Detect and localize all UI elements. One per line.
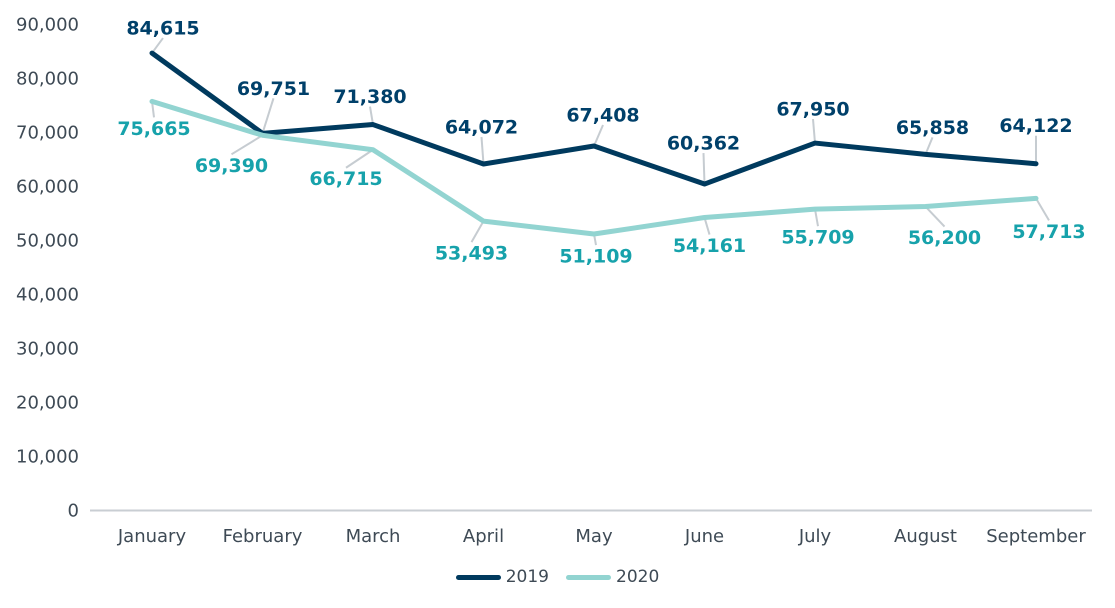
label-leader-line xyxy=(703,217,711,235)
data-label-2019: 60,362 xyxy=(667,133,740,155)
label-leader-line xyxy=(812,118,816,144)
legend-item-2020: 2020 xyxy=(566,566,659,588)
y-axis-tick-label: 50,000 xyxy=(16,231,79,252)
label-leader-line xyxy=(924,205,946,228)
x-axis-label: September xyxy=(986,526,1086,547)
legend-item-2019: 2019 xyxy=(455,566,549,588)
y-axis-tick-label: 40,000 xyxy=(16,285,79,306)
y-axis-tick-label: 20,000 xyxy=(16,393,79,414)
label-leader-line xyxy=(369,106,374,125)
data-label-2020: 69,390 xyxy=(195,155,268,177)
y-axis-tick-label: 70,000 xyxy=(16,123,79,144)
data-label-2020: 51,109 xyxy=(559,246,632,268)
label-leader-line xyxy=(230,134,264,156)
line-chart-plot: 0 10,000 20,000 30,000 40,000 50,000 60,000 70,… xyxy=(16,15,1092,547)
data-label-2020: 66,715 xyxy=(309,168,382,190)
data-label-2020: 53,493 xyxy=(435,243,508,265)
data-label-2019: 67,408 xyxy=(566,104,639,126)
x-axis-label: August xyxy=(894,526,957,547)
x-axis-label: January xyxy=(117,526,187,547)
data-label-2020: 57,713 xyxy=(1012,221,1085,243)
legend-swatch-2019-icon xyxy=(455,574,501,580)
data-label-2019: 69,751 xyxy=(237,78,310,100)
legend-swatch-2020-icon xyxy=(566,574,611,580)
label-leader-line xyxy=(814,208,819,227)
x-axis-label: April xyxy=(463,526,504,547)
data-label-2019: 84,615 xyxy=(126,18,199,40)
data-label-2020: 55,709 xyxy=(781,227,854,249)
legend-label-2020: 2020 xyxy=(616,567,660,587)
data-label-2019: 65,858 xyxy=(896,117,969,139)
y-axis-tick-label: 0 xyxy=(68,501,79,522)
y-axis-tick-label: 10,000 xyxy=(16,447,79,468)
legend-label-2019: 2019 xyxy=(505,567,549,587)
y-axis-tick-label: 90,000 xyxy=(16,15,79,36)
label-leader-line xyxy=(470,220,485,243)
y-axis-tick-label: 30,000 xyxy=(16,339,79,360)
y-axis-tick-label: 60,000 xyxy=(16,177,79,198)
series-line-2019 xyxy=(149,50,1039,187)
data-label-2020: 54,161 xyxy=(673,235,746,257)
x-axis-label: June xyxy=(684,526,724,547)
label-leader-line xyxy=(1035,197,1050,221)
y-axis-tick-label: 80,000 xyxy=(16,69,79,90)
x-axis-label: July xyxy=(798,526,832,547)
data-label-2019: 71,380 xyxy=(333,86,406,108)
label-leader-line xyxy=(593,124,604,147)
data-label-2020: 56,200 xyxy=(908,227,981,249)
series-line-2020 xyxy=(149,98,1039,237)
data-label-2020: 75,665 xyxy=(117,118,190,140)
data-label-2019: 64,072 xyxy=(445,117,518,139)
label-leader-line xyxy=(261,98,275,134)
label-leader-line xyxy=(702,153,706,185)
x-axis-label: March xyxy=(346,526,401,547)
label-leader-line xyxy=(345,148,374,169)
label-leader-line xyxy=(151,37,164,54)
legend: 2019 2020 xyxy=(0,566,1115,588)
label-leader-line xyxy=(480,136,485,165)
x-axis-label: May xyxy=(575,526,613,547)
x-axis-label: February xyxy=(223,526,303,547)
data-label-2019: 67,950 xyxy=(776,99,849,121)
label-leader-line xyxy=(924,136,934,155)
data-label-2019: 64,122 xyxy=(999,115,1072,137)
